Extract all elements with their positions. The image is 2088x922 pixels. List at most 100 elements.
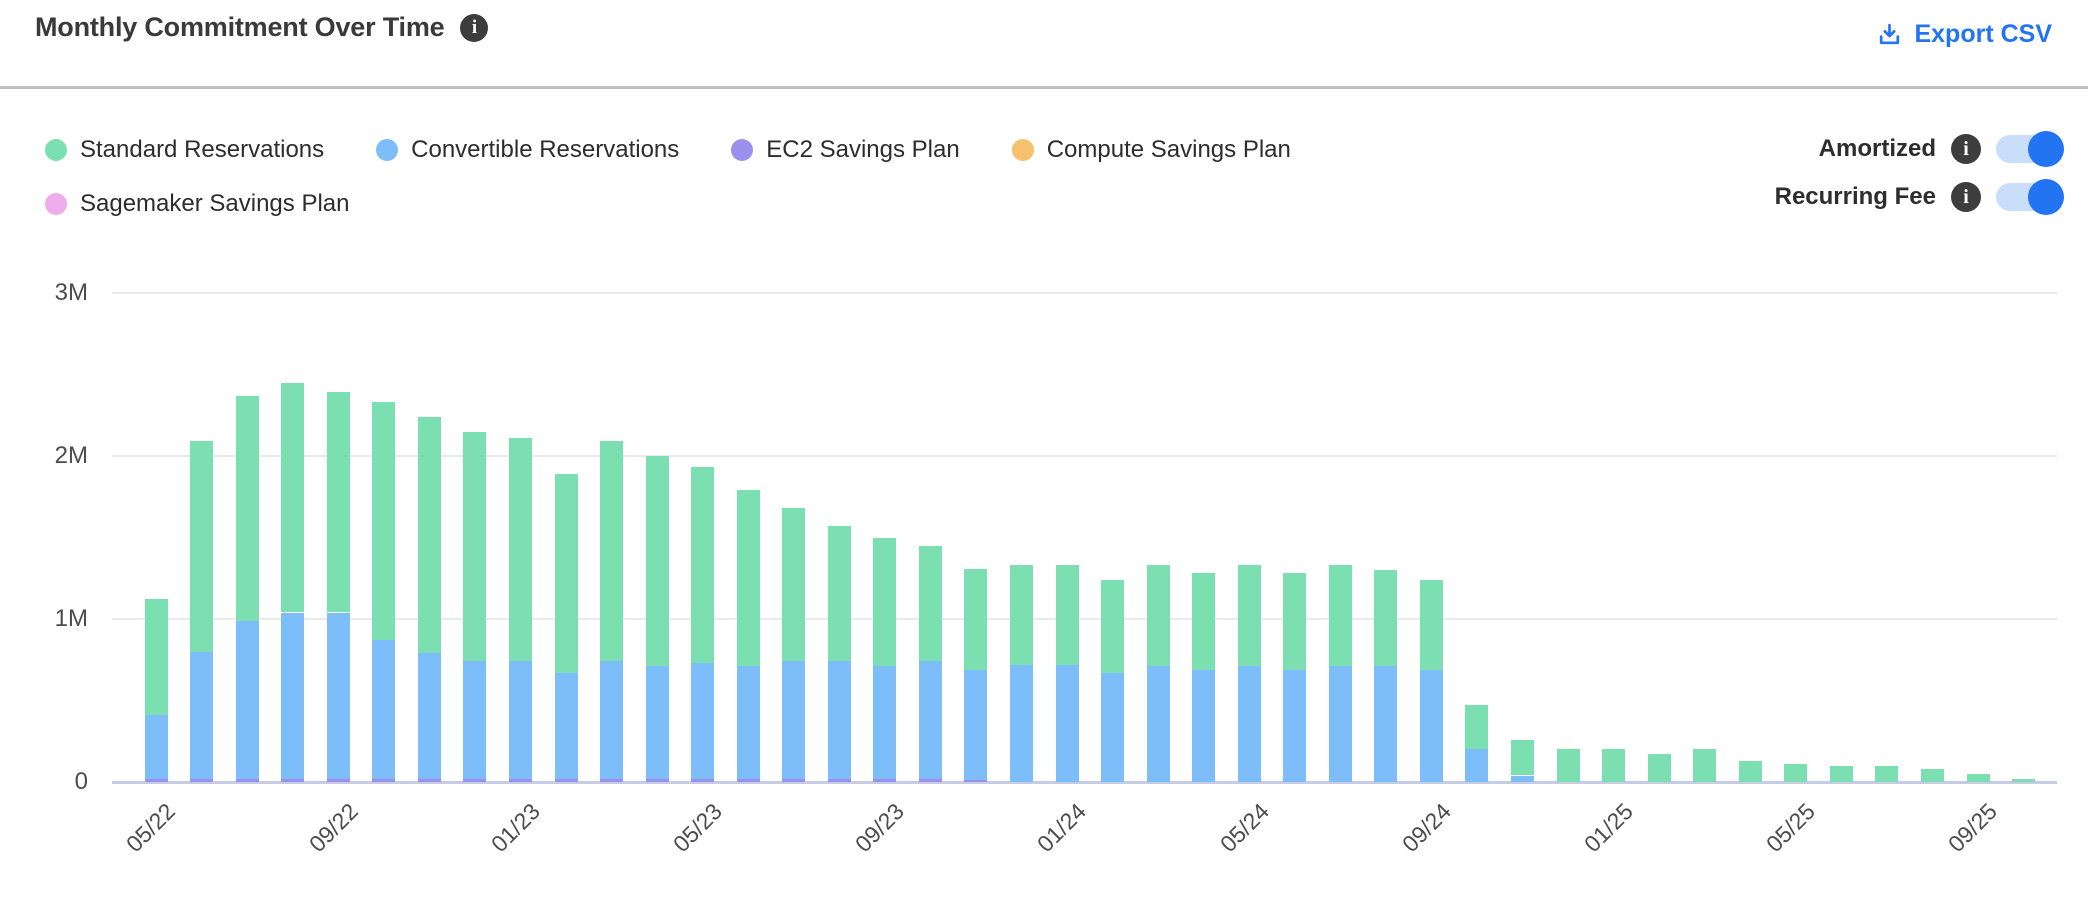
export-csv-button[interactable]: Export CSV <box>1876 20 2052 49</box>
bar-segment[interactable] <box>326 392 350 613</box>
bar-segment[interactable] <box>1647 754 1671 782</box>
bar-segment[interactable] <box>918 545 942 662</box>
info-icon[interactable]: i <box>1951 182 1981 212</box>
bar-segment[interactable] <box>372 402 396 641</box>
bar-segment[interactable] <box>964 779 988 782</box>
bar-segment[interactable] <box>508 438 532 662</box>
bar-segment[interactable] <box>1602 749 1626 782</box>
bar-segment[interactable] <box>1328 666 1352 782</box>
bar-segment[interactable] <box>554 672 578 779</box>
bar-segment[interactable] <box>1465 749 1489 782</box>
bar-segment[interactable] <box>190 778 214 782</box>
bar-segment[interactable] <box>827 661 851 779</box>
bar-segment[interactable] <box>1192 669 1216 782</box>
bar-segment[interactable] <box>1693 749 1717 782</box>
bar-segment[interactable] <box>144 778 168 782</box>
bar-segment[interactable] <box>508 661 532 779</box>
bar-segment[interactable] <box>1511 775 1534 782</box>
toggle-switch-recurring-fee[interactable] <box>1996 179 2064 215</box>
bar-segment[interactable] <box>691 778 715 782</box>
bar-segment[interactable] <box>1101 579 1124 673</box>
bar-segment[interactable] <box>1966 773 1990 783</box>
bar-segment[interactable] <box>508 778 532 782</box>
bar-segment[interactable] <box>1920 769 1944 782</box>
bar-segment[interactable] <box>964 669 988 780</box>
bar-segment[interactable] <box>281 382 305 613</box>
bar-segment[interactable] <box>736 490 760 667</box>
info-icon[interactable]: i <box>1951 134 1981 164</box>
bar-segment[interactable] <box>372 640 396 779</box>
bar-segment[interactable] <box>372 778 396 782</box>
bar-segment[interactable] <box>1283 669 1307 782</box>
bar-segment[interactable] <box>144 599 168 716</box>
bar-segment[interactable] <box>417 416 441 654</box>
bar-segment[interactable] <box>1101 672 1124 782</box>
bar-segment[interactable] <box>1829 765 1853 782</box>
bar-segment[interactable] <box>1465 705 1489 750</box>
bar-segment[interactable] <box>1875 765 1899 782</box>
bar-segment[interactable] <box>782 778 806 782</box>
toggle-switch-amortized[interactable] <box>1996 131 2064 167</box>
bar-segment[interactable] <box>918 778 942 782</box>
bar-segment[interactable] <box>417 653 441 779</box>
bar-segment[interactable] <box>1146 666 1170 782</box>
bar-segment[interactable] <box>600 778 623 782</box>
bar-segment[interactable] <box>964 568 988 670</box>
bar-segment[interactable] <box>1192 573 1216 670</box>
bar-segment[interactable] <box>1237 666 1261 782</box>
bar-segment[interactable] <box>1009 565 1033 665</box>
bar-segment[interactable] <box>600 441 623 662</box>
bar-segment[interactable] <box>1055 565 1079 665</box>
bar-segment[interactable] <box>1374 570 1398 667</box>
bar-segment[interactable] <box>554 778 578 782</box>
bar-segment[interactable] <box>281 612 305 779</box>
bar-segment[interactable] <box>1055 664 1079 782</box>
bar-segment[interactable] <box>1738 760 1762 782</box>
legend-item-convertible-reservations[interactable]: Convertible Reservations <box>376 136 679 164</box>
bar-segment[interactable] <box>144 715 168 779</box>
bar-segment[interactable] <box>463 778 487 782</box>
bar-segment[interactable] <box>554 473 578 673</box>
bar-segment[interactable] <box>1419 669 1443 782</box>
bar-segment[interactable] <box>736 778 760 782</box>
bar-segment[interactable] <box>1556 749 1580 782</box>
bar-segment[interactable] <box>691 663 715 779</box>
bar-segment[interactable] <box>417 778 441 782</box>
legend-item-ec2-savings-plan[interactable]: EC2 Savings Plan <box>731 136 960 164</box>
bar-segment[interactable] <box>1237 565 1261 667</box>
bar-segment[interactable] <box>645 456 669 667</box>
bar-segment[interactable] <box>827 526 851 662</box>
bar-segment[interactable] <box>190 651 214 779</box>
legend-item-sagemaker-savings-plan[interactable]: Sagemaker Savings Plan <box>45 190 349 218</box>
bar-segment[interactable] <box>326 778 350 782</box>
bar-segment[interactable] <box>600 661 623 779</box>
bar-segment[interactable] <box>1283 573 1307 670</box>
bar-segment[interactable] <box>873 666 897 779</box>
bar-segment[interactable] <box>873 778 897 782</box>
bar-segment[interactable] <box>190 441 214 652</box>
bar-segment[interactable] <box>1328 565 1352 667</box>
bar-segment[interactable] <box>2012 778 2035 782</box>
bar-segment[interactable] <box>645 778 669 782</box>
bar-segment[interactable] <box>736 666 760 779</box>
bar-segment[interactable] <box>463 661 487 779</box>
legend-item-compute-savings-plan[interactable]: Compute Savings Plan <box>1011 136 1291 164</box>
bar-segment[interactable] <box>873 537 897 667</box>
bar-segment[interactable] <box>1784 764 1808 782</box>
bar-segment[interactable] <box>1146 565 1170 667</box>
title-info-icon[interactable]: i <box>460 13 489 42</box>
bar-segment[interactable] <box>281 778 305 782</box>
legend-item-standard-reservations[interactable]: Standard Reservations <box>45 136 324 164</box>
bar-segment[interactable] <box>235 620 259 779</box>
bar-segment[interactable] <box>463 431 487 662</box>
bar-segment[interactable] <box>1511 739 1534 776</box>
bar-segment[interactable] <box>645 666 669 779</box>
bar-segment[interactable] <box>1374 666 1398 782</box>
bar-segment[interactable] <box>235 395 259 621</box>
bar-segment[interactable] <box>326 612 350 779</box>
bar-segment[interactable] <box>782 661 806 779</box>
bar-segment[interactable] <box>235 778 259 782</box>
bar-segment[interactable] <box>782 508 806 662</box>
bar-segment[interactable] <box>1419 579 1443 670</box>
bar-segment[interactable] <box>827 778 851 782</box>
